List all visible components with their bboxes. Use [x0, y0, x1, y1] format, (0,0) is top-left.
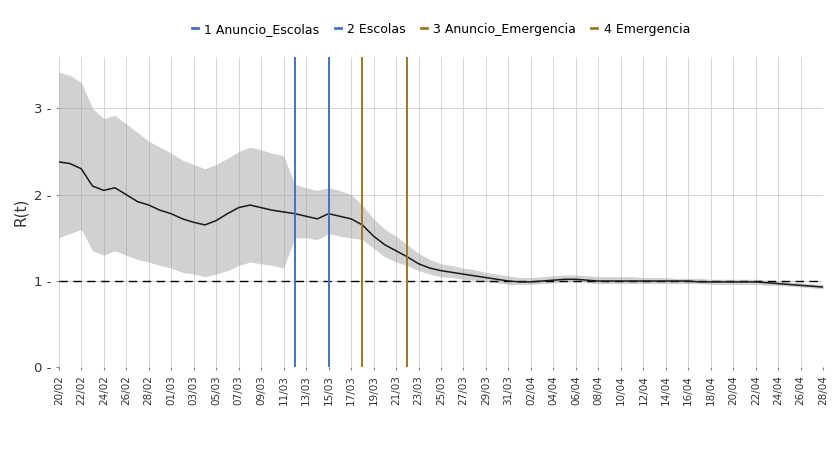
Y-axis label: R(t): R(t) [13, 198, 28, 226]
Legend: 1 Anuncio_Escolas, 2 Escolas, 3 Anuncio_Emergencia, 4 Emergencia: 1 Anuncio_Escolas, 2 Escolas, 3 Anuncio_… [192, 22, 690, 36]
